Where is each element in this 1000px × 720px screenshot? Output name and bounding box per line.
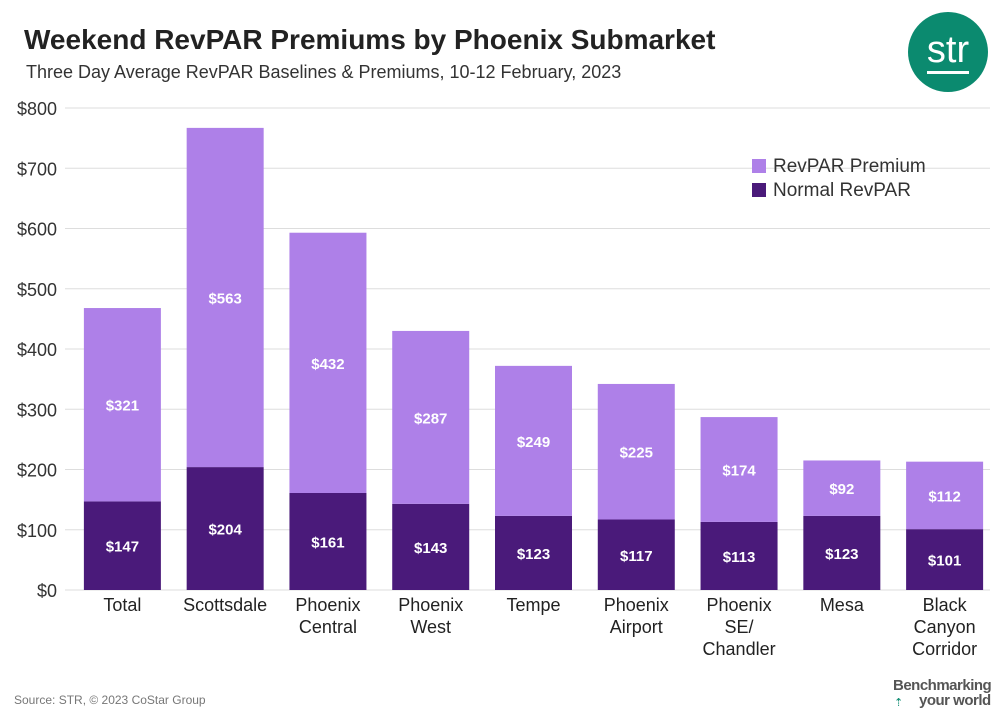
data-label-normal: $123 [517,546,550,563]
bar-revpar-premium [700,417,778,522]
data-label-normal: $123 [825,546,858,563]
bar-revpar-premium [803,460,881,516]
bar-normal-revpar [186,467,264,590]
x-tick-label: Mesa [820,595,865,615]
bar-normal-revpar [392,503,470,590]
x-tick-label: Scottsdale [183,595,267,615]
data-label-normal: $204 [208,522,242,539]
x-tick-label: SE/ [725,617,754,637]
x-tick-label: Tempe [506,595,560,615]
y-tick-label: $700 [17,159,57,179]
bar-normal-revpar [495,515,572,590]
x-tick-label: Phoenix [398,595,463,615]
y-tick-label: $800 [17,99,57,119]
data-label-premium: $174 [722,463,756,480]
tagline-line2: your world [919,692,991,709]
data-label-premium: $249 [517,434,550,451]
x-tick-label: Phoenix [604,595,669,615]
bar-revpar-premium [289,232,367,493]
data-label-normal: $161 [311,534,344,551]
bar-normal-revpar [83,501,161,590]
bar-revpar-premium [906,461,984,530]
bar-normal-revpar [700,521,778,590]
y-tick-label: $100 [17,521,57,541]
x-tick-label: Phoenix [707,595,772,615]
x-tick-label: Chandler [703,639,776,659]
y-tick-label: $400 [17,340,57,360]
data-label-normal: $113 [723,549,756,566]
x-tick-label: Corridor [912,639,977,659]
data-label-premium: $432 [311,356,344,373]
tagline: Benchmarking your world [893,678,993,708]
legend-label: Normal RevPAR [773,180,911,201]
x-tick-label: Canyon [914,617,976,637]
source-note: Source: STR, © 2023 CoStar Group [14,693,206,707]
stacked-bar-chart: $0 $100 $200 $300 $400 $500 $600 $700 $800 $147 $3… [17,99,990,659]
chart-subtitle: Three Day Average RevPAR Baselines & Pre… [26,62,622,82]
chart-title: Weekend RevPAR Premiums by Phoenix Subma… [24,24,716,55]
bar-revpar-premium [83,308,161,502]
x-tick-label: Phoenix [295,595,360,615]
data-label-premium: $225 [620,445,653,462]
str-logo: str [908,12,988,92]
data-label-premium: $563 [208,290,241,307]
data-label-premium: $92 [829,481,854,498]
bar-normal-revpar [289,492,367,590]
y-tick-label: $0 [37,581,57,601]
data-label-premium: $321 [106,398,139,415]
x-tick-label: West [410,617,451,637]
legend-swatch [752,183,766,197]
y-tick-label: $200 [17,461,57,481]
tagline-line1: Benchmarking [893,677,992,694]
logo-text: str [926,31,970,74]
y-tick-label: $600 [17,220,57,240]
data-label-premium: $112 [928,488,961,505]
bar-revpar-premium [392,330,470,504]
data-label-normal: $117 [620,548,653,565]
data-label-normal: $101 [928,553,961,570]
x-tick-label: Airport [610,617,663,637]
legend-swatch [752,159,766,173]
data-label-normal: $147 [106,539,139,556]
bar-revpar-premium [495,365,572,516]
data-label-premium: $287 [414,410,447,427]
x-tick-label: Central [299,617,357,637]
bar-revpar-premium [597,383,675,520]
legend-label: RevPAR Premium [773,156,926,177]
bar-revpar-premium [186,127,264,468]
x-tick-label: Total [103,595,141,615]
bar-normal-revpar [803,515,881,590]
y-tick-label: $500 [17,280,57,300]
arrow-icon: ⇡ [894,697,904,709]
data-label-normal: $143 [414,540,447,557]
y-tick-label: $300 [17,400,57,420]
bar-normal-revpar [906,529,984,590]
x-tick-label: Black [923,595,968,615]
bar-normal-revpar [597,519,675,590]
